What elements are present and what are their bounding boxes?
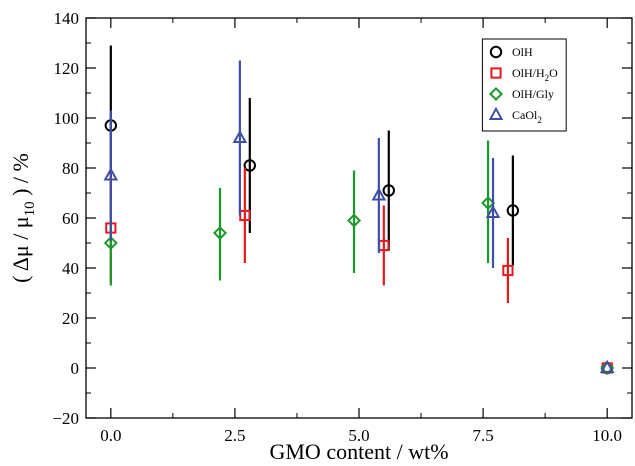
- data-point: [243, 159, 257, 172]
- legend-label-subscript: 2: [545, 73, 550, 83]
- legend-label-subscript: 2: [537, 115, 542, 125]
- data-point: [213, 225, 228, 241]
- legend-marker: [489, 45, 503, 59]
- data-point: [506, 204, 520, 217]
- y-tick-label: −20: [52, 409, 79, 428]
- tick-labels: 0.0 2.5 5.0 7.5 10.0 −20 0 20 40 60 80 100 120 140: [52, 9, 622, 445]
- y-tick-label: 140: [54, 9, 80, 28]
- legend-marker: [488, 86, 504, 102]
- legend-label-main: OlH/H: [512, 66, 545, 80]
- x-tick-label: 10.0: [592, 426, 622, 445]
- series-layer: [103, 45, 615, 376]
- y-title-main: ( Δμ / μ: [8, 216, 33, 282]
- data-point: [481, 195, 496, 211]
- data-point: [347, 213, 362, 228]
- x-tick-label: 2.5: [224, 426, 245, 445]
- y-tick-label: 80: [62, 159, 79, 178]
- legend-box: [481, 38, 567, 132]
- y-axis-title: ( Δμ / μ10 ) / %: [8, 153, 38, 283]
- series-olh-gly: [103, 140, 615, 376]
- legend-label-main: OlH: [512, 45, 533, 59]
- legend-marker: [490, 67, 502, 79]
- legend-marker: [488, 106, 504, 120]
- x-tick-label: 7.5: [472, 426, 493, 445]
- data-point: [232, 129, 248, 143]
- axis-ticks: [86, 17, 632, 419]
- legend-label: CaOl2: [512, 108, 542, 125]
- legend-label: OlH/H2O: [512, 66, 558, 83]
- series-olh-h2o: [105, 168, 613, 374]
- data-point: [382, 184, 395, 197]
- data-point: [371, 187, 387, 201]
- legend-label-end: O: [549, 66, 558, 80]
- y-tick-label: 120: [54, 59, 80, 78]
- legend-label-main: OlH/Gly: [512, 87, 554, 101]
- legend-label-main: CaOl: [512, 108, 538, 122]
- legend-label: OlH: [512, 45, 533, 59]
- y-tick-label: 0: [71, 359, 80, 378]
- series-caol2: [103, 60, 615, 373]
- x-tick-label: 0.0: [100, 426, 121, 445]
- data-point: [103, 235, 118, 251]
- x-axis-title: GMO content / wt%: [269, 439, 448, 464]
- y-tick-label: 60: [62, 209, 79, 228]
- x-tick-label: 5.0: [348, 426, 369, 445]
- data-point: [485, 204, 501, 218]
- data-point: [502, 264, 514, 277]
- legend-label: OlH/Gly: [512, 87, 554, 101]
- y-tick-label: 100: [54, 109, 80, 128]
- y-title-end: ) / %: [8, 153, 33, 201]
- data-point: [599, 359, 615, 373]
- y-title-subscript: 10: [22, 201, 38, 216]
- y-tick-label: 20: [62, 309, 79, 328]
- data-point: [600, 360, 615, 376]
- data-point: [103, 167, 119, 181]
- y-tick-label: 40: [62, 259, 79, 278]
